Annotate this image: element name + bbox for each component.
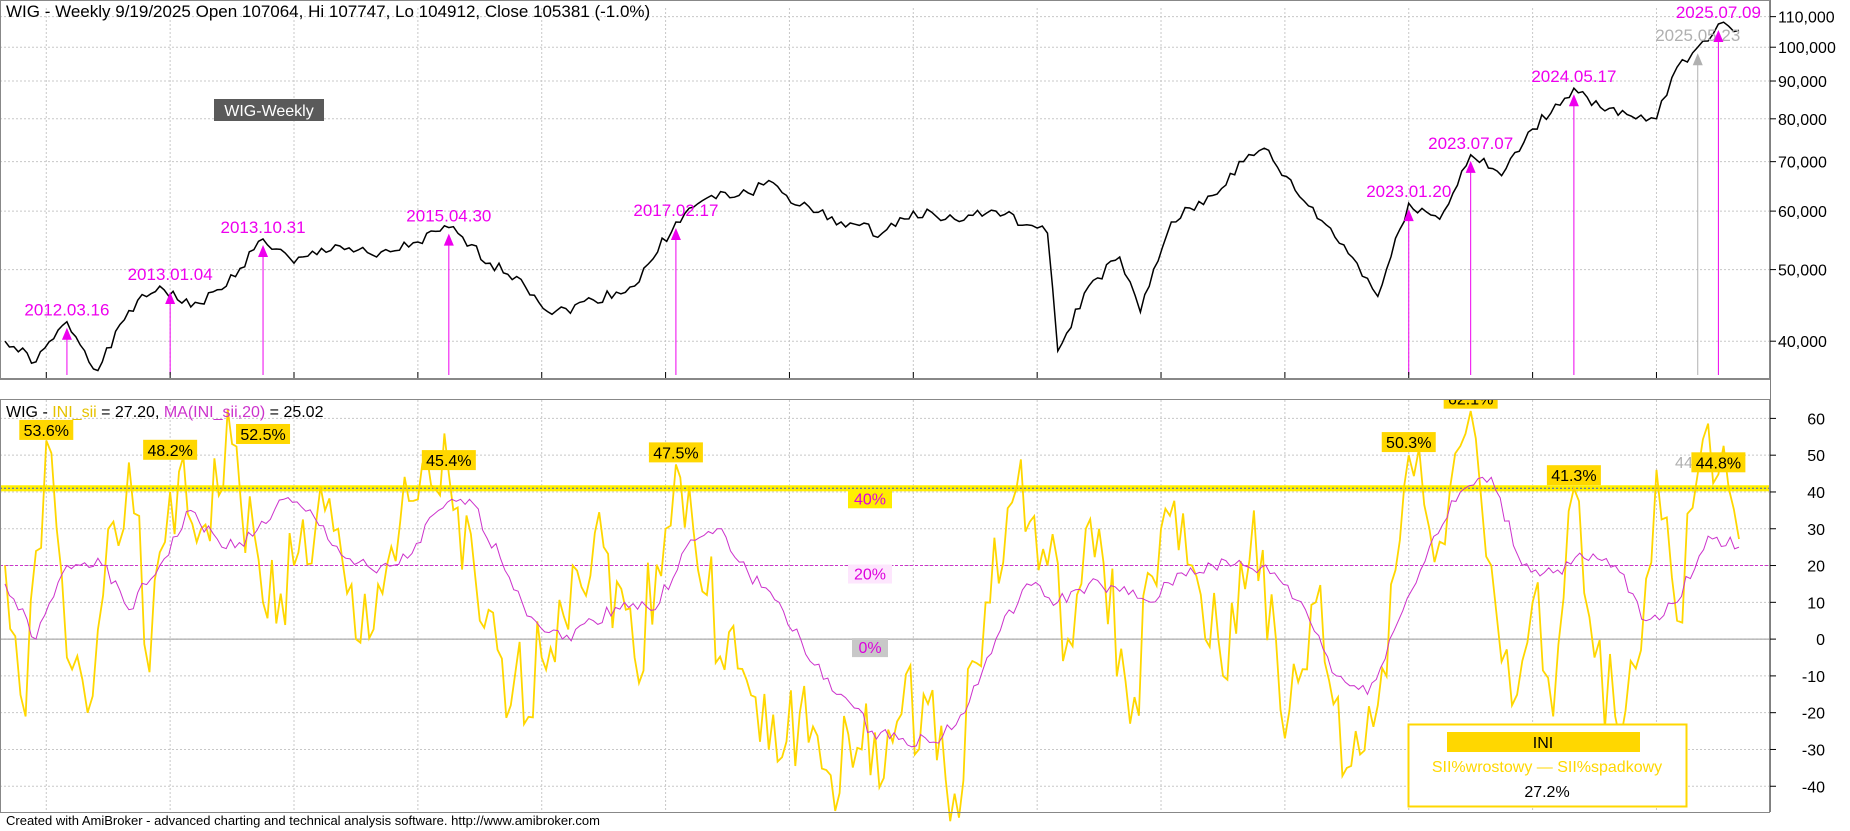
peak-label: 48.2% <box>147 443 192 460</box>
annotation-arrowhead <box>61 327 72 340</box>
peak-label-bg <box>19 419 74 440</box>
series-layer <box>4 21 1740 822</box>
annotation-arrowhead <box>1465 160 1476 173</box>
footer-credit: Created with AmiBroker - advanced charti… <box>6 813 600 828</box>
indicator-prefix: WIG - <box>6 404 52 421</box>
indicator-panel-frame <box>0 399 1770 813</box>
price-y-tick-label: 80,000 <box>1778 112 1827 129</box>
reference-label-bg <box>848 489 892 509</box>
peak-label: 50.3% <box>1386 435 1431 452</box>
annotation-date-label: 2025.05.23 <box>1655 26 1740 45</box>
ma-value: = 25.02 <box>265 404 323 421</box>
indicator-y-tick-label: 0 <box>1816 632 1825 649</box>
annotation-arrowhead <box>258 245 269 258</box>
annotation-date-label: 2024.05.17 <box>1531 67 1616 86</box>
indicator-caption: WIG - INI_sii = 27.20, MA(INI_sii,20) = … <box>6 404 324 421</box>
annotation-arrowhead <box>165 292 176 305</box>
annotation-arrowhead <box>1403 209 1414 222</box>
annotation-date-label: 2017.02.17 <box>633 201 718 220</box>
indicator-y-tick-label: -10 <box>1802 669 1825 686</box>
indicator-y-tick-label: -20 <box>1802 706 1825 723</box>
indicator-name: INI_sii <box>52 404 96 421</box>
peak-label: 47.5% <box>653 445 698 462</box>
peak-label-bg <box>143 439 198 460</box>
annotation-date-label: 2013.01.04 <box>128 265 213 284</box>
peak-label-bg <box>648 442 703 463</box>
indicator-y-tick-label: 10 <box>1807 595 1825 612</box>
legend-title: INI <box>1533 735 1553 752</box>
panel-separator <box>0 379 1770 399</box>
annotation-date-label: 2023.07.07 <box>1428 134 1513 153</box>
price-caption: WIG - Weekly 9/19/2025 Open 107064, Hi 1… <box>6 2 650 21</box>
indicator-y-tick-label: 30 <box>1807 522 1825 539</box>
symbol-badge: WIG-Weekly <box>224 103 313 120</box>
annotation-arrowhead <box>443 233 454 246</box>
price-y-tick-label: 100,000 <box>1778 40 1836 57</box>
indicator-y-tick-label: 20 <box>1807 559 1825 576</box>
legend-title-bg <box>1447 732 1640 752</box>
price-line <box>4 21 1740 372</box>
peak-label-bg <box>1546 465 1601 486</box>
indicator-y-tick-label: 60 <box>1807 411 1825 428</box>
annotation-date-label: 2013.10.31 <box>220 218 305 237</box>
peak-label: 44.8% <box>1696 455 1741 472</box>
peak-label-bg <box>1691 452 1746 473</box>
peak-label: 41.3% <box>1551 468 1596 485</box>
indicator-y-tick-label: -40 <box>1802 779 1825 796</box>
annotation-date-label: 2015.04.30 <box>406 207 491 226</box>
peak-label: 45.4% <box>426 453 471 470</box>
reference-label: 40% <box>854 491 886 508</box>
reference-lines: 40% 20% 0% <box>0 485 1770 658</box>
peak-label-bg <box>421 450 476 471</box>
price-y-tick-label: 50,000 <box>1778 263 1827 280</box>
peak-label: 53.6% <box>24 423 69 440</box>
reference-label: 0% <box>858 640 881 657</box>
annotation-date-label: 2023.01.20 <box>1366 182 1451 201</box>
annotation-arrowhead <box>1692 53 1703 66</box>
price-y-tick-label: 70,000 <box>1778 155 1827 172</box>
annotation-date-label: 2025.07.09 <box>1676 3 1761 22</box>
ini-sii-line <box>4 409 1740 822</box>
annotation-date-label: 2012.03.16 <box>24 301 109 320</box>
indicator-value: = 27.20, <box>97 404 164 421</box>
indicator-y-tick-label: -30 <box>1802 742 1825 759</box>
price-y-tick-label: 90,000 <box>1778 74 1827 91</box>
indicator-y-tick-label: 50 <box>1807 448 1825 465</box>
ma-line <box>4 476 1740 748</box>
peak-label-bg <box>1381 432 1436 453</box>
reference-label-bg <box>852 638 888 658</box>
annotation-arrowhead <box>1713 30 1724 43</box>
indicator-y-tick-label: 40 <box>1807 485 1825 502</box>
reference-label-bg <box>848 564 892 584</box>
symbol-badge-bg <box>214 99 324 121</box>
ma-name: MA(INI_sii,20) <box>164 404 265 421</box>
legend-value: 27.2% <box>1524 784 1569 801</box>
price-y-tick-label: 40,000 <box>1778 334 1827 351</box>
legend-subtitle: SII%wrostowy — SII%spadkowy <box>1432 759 1662 776</box>
annotation-arrowhead <box>670 227 681 240</box>
peak-label-bg <box>236 423 291 444</box>
indicator-legend: INI SII%wrostowy — SII%spadkowy 27.2% <box>1407 723 1688 808</box>
peak-label: 52.5% <box>240 427 285 444</box>
annotation-arrowhead <box>1568 94 1579 107</box>
price-y-tick-label: 110,000 <box>1778 10 1835 27</box>
price-panel-frame <box>0 0 1770 379</box>
reference-label: 20% <box>854 567 886 584</box>
price-y-tick-label: 60,000 <box>1778 204 1827 221</box>
